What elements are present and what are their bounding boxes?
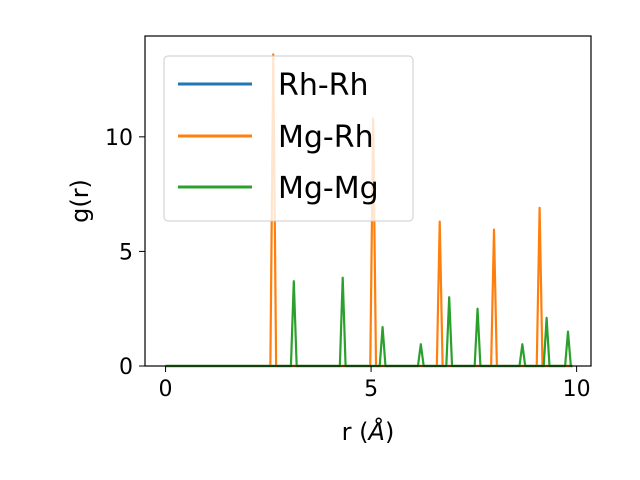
plot-frame — [144, 35, 592, 367]
x-tick-label: 0 — [159, 377, 173, 402]
y-axis-label: g(r) — [66, 179, 94, 223]
x-tick-label: 5 — [364, 377, 378, 402]
y-tick-label: 0 — [119, 355, 133, 380]
legend: Rh-Rh Mg-Rh Mg-Mg — [163, 55, 414, 222]
legend-label-mg-rh: Mg-Rh — [278, 120, 374, 155]
series-line-mg-mg — [165, 276, 573, 368]
y-axis-ticks: 0 5 10 — [105, 126, 145, 380]
x-axis-ticks: 0 5 10 — [159, 366, 591, 402]
x-axis-label: r (Å) — [342, 417, 395, 446]
x-tick-label: 10 — [563, 377, 591, 402]
series-line-mg-rh — [165, 53, 573, 368]
y-tick-label: 5 — [119, 240, 133, 265]
legend-box — [163, 55, 414, 222]
legend-label-rh-rh: Rh-Rh — [278, 68, 369, 103]
y-tick-label: 10 — [105, 126, 133, 151]
legend-label-mg-mg: Mg-Mg — [278, 171, 379, 206]
